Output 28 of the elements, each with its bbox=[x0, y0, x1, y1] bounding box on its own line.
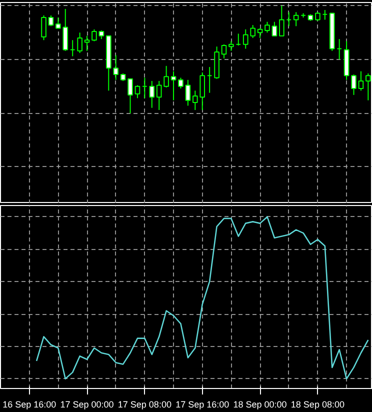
candlestick bbox=[48, 14, 54, 27]
candlestick bbox=[41, 14, 46, 41]
candlestick bbox=[293, 12, 299, 27]
candlestick bbox=[228, 40, 234, 52]
candlestick bbox=[257, 28, 263, 38]
candlestick bbox=[185, 79, 191, 106]
x-tick-label: 18 Sep 08:00 bbox=[290, 400, 344, 410]
candlestick bbox=[178, 77, 184, 89]
candlestick bbox=[279, 5, 284, 36]
candlestick bbox=[170, 70, 176, 101]
candlestick bbox=[264, 21, 270, 34]
candlestick bbox=[113, 54, 119, 80]
x-tick-label: 17 Sep 00:00 bbox=[60, 400, 114, 410]
candlestick bbox=[221, 44, 227, 59]
candlestick bbox=[272, 21, 278, 36]
x-tick-label: 17 Sep 16:00 bbox=[176, 400, 230, 410]
candlestick bbox=[134, 84, 140, 99]
candlestick bbox=[128, 78, 133, 114]
candlestick bbox=[77, 32, 82, 54]
candlestick bbox=[366, 72, 371, 101]
candlestick bbox=[84, 35, 90, 52]
candlestick bbox=[92, 28, 97, 42]
candlestick bbox=[149, 80, 155, 108]
candlestick bbox=[358, 70, 364, 92]
x-tick-label: 17 Sep 08:00 bbox=[118, 400, 172, 410]
x-tick-label: 18 Sep 00:00 bbox=[233, 400, 287, 410]
x-tick-label: 16 Sep 16:00 bbox=[2, 400, 56, 410]
candlestick bbox=[351, 74, 356, 96]
